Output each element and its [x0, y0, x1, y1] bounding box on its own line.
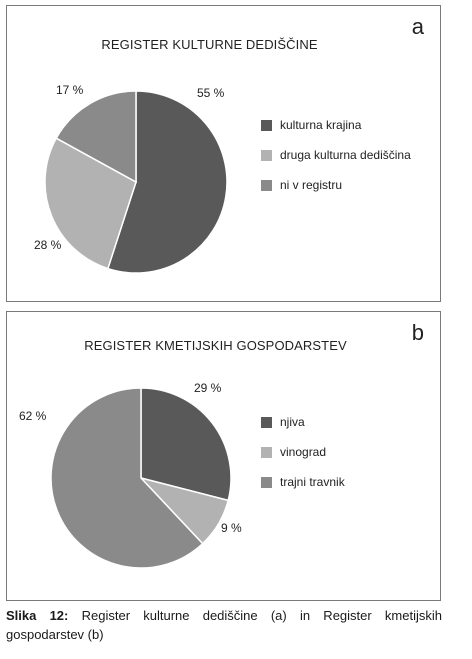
legend-item: vinograd — [261, 444, 345, 460]
legend-swatch — [261, 476, 272, 488]
pie-slice-trajni-travnik — [50, 387, 204, 569]
value-label-njiva: 29 % — [194, 381, 222, 395]
pie-slice-kulturna-krajina — [106, 90, 228, 274]
figure-caption: Slika 12: Register kulturne dediščine (a… — [6, 606, 442, 644]
legend-label: njiva — [280, 415, 305, 429]
pie-slice-njiva — [140, 387, 232, 502]
legend-b: njiva vinograd trajni travnik — [261, 414, 345, 504]
pie-slice-druga-kulturna-dedi-ina — [44, 137, 137, 270]
chart-panel-a: a REGISTER KULTURNE DEDIŠČINE 55 % 28 % … — [6, 5, 441, 302]
panel-letter-a: a — [411, 14, 424, 39]
legend-a: kulturna krajina druga kulturna dediščin… — [261, 117, 411, 207]
legend-swatch — [261, 119, 272, 131]
legend-label: ni v registru — [280, 178, 343, 192]
value-label-ni-v-registru: 17 % — [56, 83, 84, 97]
chart-title-a: REGISTER KULTURNE DEDIŠČINE — [101, 37, 318, 52]
legend-swatch — [261, 446, 272, 458]
pie-chart-b — [50, 387, 232, 569]
pie-slice-ni-v-registru — [55, 90, 137, 184]
legend-label: druga kulturna dediščina — [280, 148, 411, 162]
value-label-kulturna-krajina: 55 % — [197, 86, 225, 100]
caption-label: Slika 12: — [6, 608, 69, 623]
legend-item: njiva — [261, 414, 345, 430]
legend-label: vinograd — [280, 445, 327, 459]
value-label-druga-kulturna-dediscina: 28 % — [34, 238, 62, 252]
legend-label: kulturna krajina — [280, 118, 362, 132]
panel-letter-b: b — [411, 320, 424, 345]
legend-label: trajni travnik — [280, 475, 345, 489]
chart-panel-b: b REGISTER KMETIJSKIH GOSPODARSTEV 29 % … — [6, 311, 441, 601]
value-label-trajni-travnik: 62 % — [19, 409, 47, 423]
legend-item: druga kulturna dediščina — [261, 147, 411, 163]
caption-text: Register kulturne dediščine (a) in Regis… — [6, 608, 442, 642]
pie-chart-a — [44, 90, 228, 274]
legend-swatch — [261, 149, 272, 161]
legend-item: kulturna krajina — [261, 117, 411, 133]
chart-title-b: REGISTER KMETIJSKIH GOSPODARSTEV — [84, 338, 347, 353]
value-label-vinograd: 9 % — [221, 521, 242, 535]
legend-item: ni v registru — [261, 177, 411, 193]
legend-item: trajni travnik — [261, 474, 345, 490]
legend-swatch — [261, 179, 272, 191]
legend-swatch — [261, 416, 272, 428]
